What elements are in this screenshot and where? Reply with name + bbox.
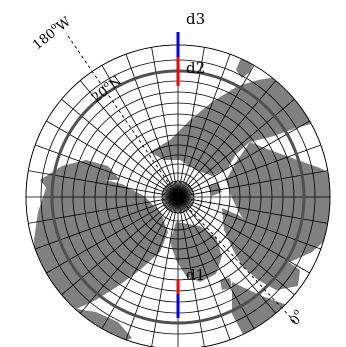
graticule: [25, 44, 331, 347]
meridian-line: [61, 98, 166, 188]
meridian-line: [101, 210, 171, 329]
point-label-d3: d3: [186, 10, 205, 28]
meridian-line: [192, 202, 321, 250]
land-greenland: [170, 222, 222, 282]
meridian-line: [191, 204, 310, 274]
point-label-d1: d1: [186, 266, 205, 284]
meridian-line: [183, 54, 231, 183]
label-180w-degree: o: [49, 21, 59, 32]
land-north-america: [34, 178, 168, 310]
meridian-line: [190, 206, 295, 296]
meridian-line: [183, 211, 231, 340]
meridian-line: [101, 65, 171, 184]
meridian-line: [180, 47, 205, 182]
label-0-degree: o: [291, 307, 302, 317]
meridian-line: [46, 120, 165, 190]
meridian-line: [193, 199, 328, 224]
meridian-line: [193, 170, 328, 195]
meridian-line: [79, 209, 169, 314]
meridian-line: [28, 199, 163, 224]
meridian-line: [187, 209, 277, 314]
meridian-line: [79, 80, 169, 185]
meridian-line: [125, 54, 173, 183]
meridian-line: [185, 65, 255, 184]
label-20n-degree: o: [101, 79, 111, 90]
land-iceland: [220, 278, 232, 290]
meridian-line: [125, 211, 173, 340]
meridian-line: [190, 98, 295, 188]
meridian-line: [187, 80, 277, 185]
meridian-line: [151, 47, 176, 182]
meridian-line: [35, 144, 164, 192]
meridian-line: [180, 212, 205, 347]
meridian-line: [46, 204, 165, 274]
pole-spoke: [176, 181, 179, 198]
meridian-line: [192, 144, 321, 192]
meridian-line: [151, 212, 176, 347]
meridian-line: [35, 202, 164, 250]
meridian-0-dashed: [177, 196, 296, 323]
meridian-line: [191, 120, 310, 190]
meridian-line: [28, 170, 163, 195]
point-label-d2: d2: [186, 59, 205, 77]
meridian-line: [185, 210, 255, 329]
meridian-line: [61, 206, 166, 296]
